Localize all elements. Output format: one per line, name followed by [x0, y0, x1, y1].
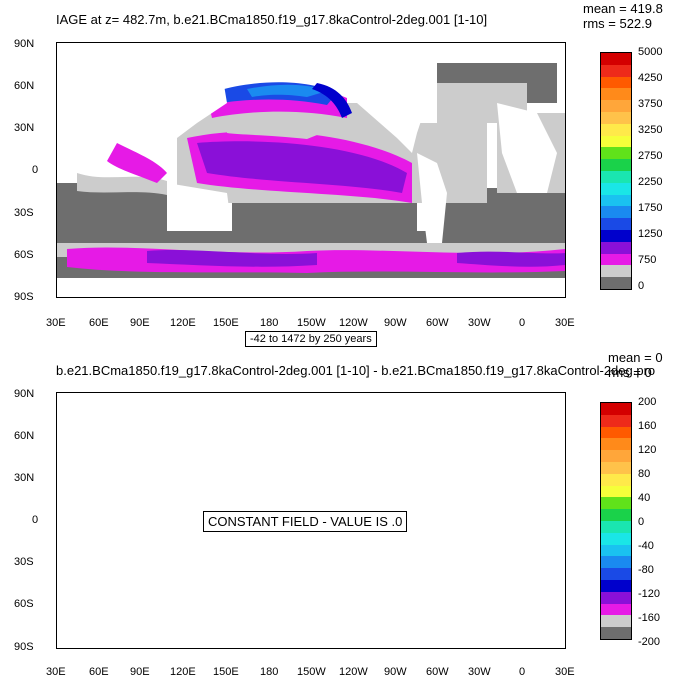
bottom-map: CONSTANT FIELD - VALUE IS .0	[56, 392, 566, 649]
bottom-lon-tick: 60E	[89, 666, 109, 678]
colorbar-label: 40	[638, 492, 651, 504]
top-mean-label: mean = 419.8	[583, 1, 663, 16]
top-lat-tick: 0	[32, 164, 39, 176]
top-map-field	[57, 43, 565, 297]
colorbar-label: 0	[638, 280, 645, 292]
colorbar-label: -160	[638, 612, 661, 624]
top-lat-tick: 30S	[14, 207, 34, 219]
colorbar-label: 80	[638, 468, 651, 480]
top-lon-tick: 180	[260, 317, 279, 329]
bottom-panel-title: b.e21.BCma1850.f19_g17.8kaControl-2deg.0…	[56, 363, 656, 378]
top-lon-tick: 30W	[468, 317, 491, 329]
bottom-lon-tick: 30E	[555, 666, 575, 678]
bottom-lon-tick: 150W	[297, 666, 326, 678]
top-panel-stats: mean = 419.8 rms = 522.9	[583, 1, 663, 31]
colorbar-label: 5000	[638, 46, 663, 58]
bottom-lat-tick: 60S	[14, 598, 34, 610]
top-lat-tick: 60N	[14, 80, 35, 92]
bottom-lat-tick: 90N	[14, 388, 35, 400]
bottom-lon-tick: 60W	[426, 666, 449, 678]
colorbar-label: 200	[638, 396, 657, 408]
colorbar-swatch	[601, 277, 631, 291]
top-rms-label: rms = 522.9	[583, 16, 653, 31]
top-lon-tick: 60W	[426, 317, 449, 329]
colorbar-label: 1250	[638, 228, 663, 240]
bottom-lat-tick: 0	[32, 514, 39, 526]
colorbar-swatch	[601, 627, 631, 641]
top-lat-tick: 90S	[14, 291, 34, 303]
bottom-mean-label: mean = 0	[608, 350, 663, 365]
bottom-lon-tick: 30W	[468, 666, 491, 678]
colorbar-label: 0	[638, 516, 645, 528]
top-lon-tick: 60E	[89, 317, 109, 329]
colorbar-label: 2750	[638, 150, 663, 162]
colorbar-label: -80	[638, 564, 654, 576]
constant-field-label: CONSTANT FIELD - VALUE IS .0	[203, 511, 408, 532]
colorbar-label: 4250	[638, 72, 663, 84]
colorbar-label: -40	[638, 540, 654, 552]
top-lon-tick: 150E	[213, 317, 239, 329]
bottom-lon-tick: 120E	[170, 666, 196, 678]
bottom-lon-tick: 0	[519, 666, 526, 678]
top-lat-tick: 30N	[14, 122, 35, 134]
bottom-colorbar	[600, 402, 632, 641]
top-lon-tick: 30E	[555, 317, 575, 329]
bottom-colorbar-labels: 200 160 120 80 40 0 -40 -80 -120 -160 -200	[638, 396, 688, 648]
colorbar-label: 1750	[638, 202, 663, 214]
top-lon-tick: 120W	[339, 317, 368, 329]
colorbar-label: 2250	[638, 176, 663, 188]
bottom-lon-tick: 150E	[213, 666, 239, 678]
top-panel-title: IAGE at z= 482.7m, b.e21.BCma1850.f19_g1…	[56, 12, 488, 27]
top-lon-tick: 150W	[297, 317, 326, 329]
top-lat-tick: 60S	[14, 249, 34, 261]
bottom-lon-tick: 90W	[384, 666, 407, 678]
bottom-lon-tick: 90E	[130, 666, 150, 678]
bottom-lat-tick: 30N	[14, 472, 35, 484]
top-lon-tick: 30E	[46, 317, 66, 329]
top-lon-tick: 120E	[170, 317, 196, 329]
contour-range-label: -42 to 1472 by 250 years	[245, 331, 377, 347]
colorbar-label: 160	[638, 420, 657, 432]
bottom-lat-tick: 30S	[14, 556, 34, 568]
colorbar-label: 120	[638, 444, 657, 456]
bottom-rms-label: rms = 0	[608, 365, 652, 380]
top-map	[56, 42, 566, 298]
colorbar-label: 3250	[638, 124, 663, 136]
bottom-lon-tick: 120W	[339, 666, 368, 678]
bottom-panel-stats: mean = 0 rms = 0	[608, 350, 663, 380]
top-colorbar-labels: 5000 4250 3750 3250 2750 2250 1750 1250 750 0	[638, 46, 688, 292]
top-lon-tick: 0	[519, 317, 526, 329]
colorbar-label: -120	[638, 588, 661, 600]
top-lat-tick: 90N	[14, 38, 35, 50]
top-colorbar	[600, 52, 632, 291]
colorbar-label: 3750	[638, 98, 663, 110]
bottom-lon-tick: 180	[260, 666, 279, 678]
colorbar-label: 750	[638, 254, 657, 266]
top-lon-tick: 90W	[384, 317, 407, 329]
top-lon-tick: 90E	[130, 317, 150, 329]
bottom-lat-tick: 60N	[14, 430, 35, 442]
bottom-lat-tick: 90S	[14, 641, 34, 653]
bottom-lon-tick: 30E	[46, 666, 66, 678]
colorbar-label: -200	[638, 636, 661, 648]
